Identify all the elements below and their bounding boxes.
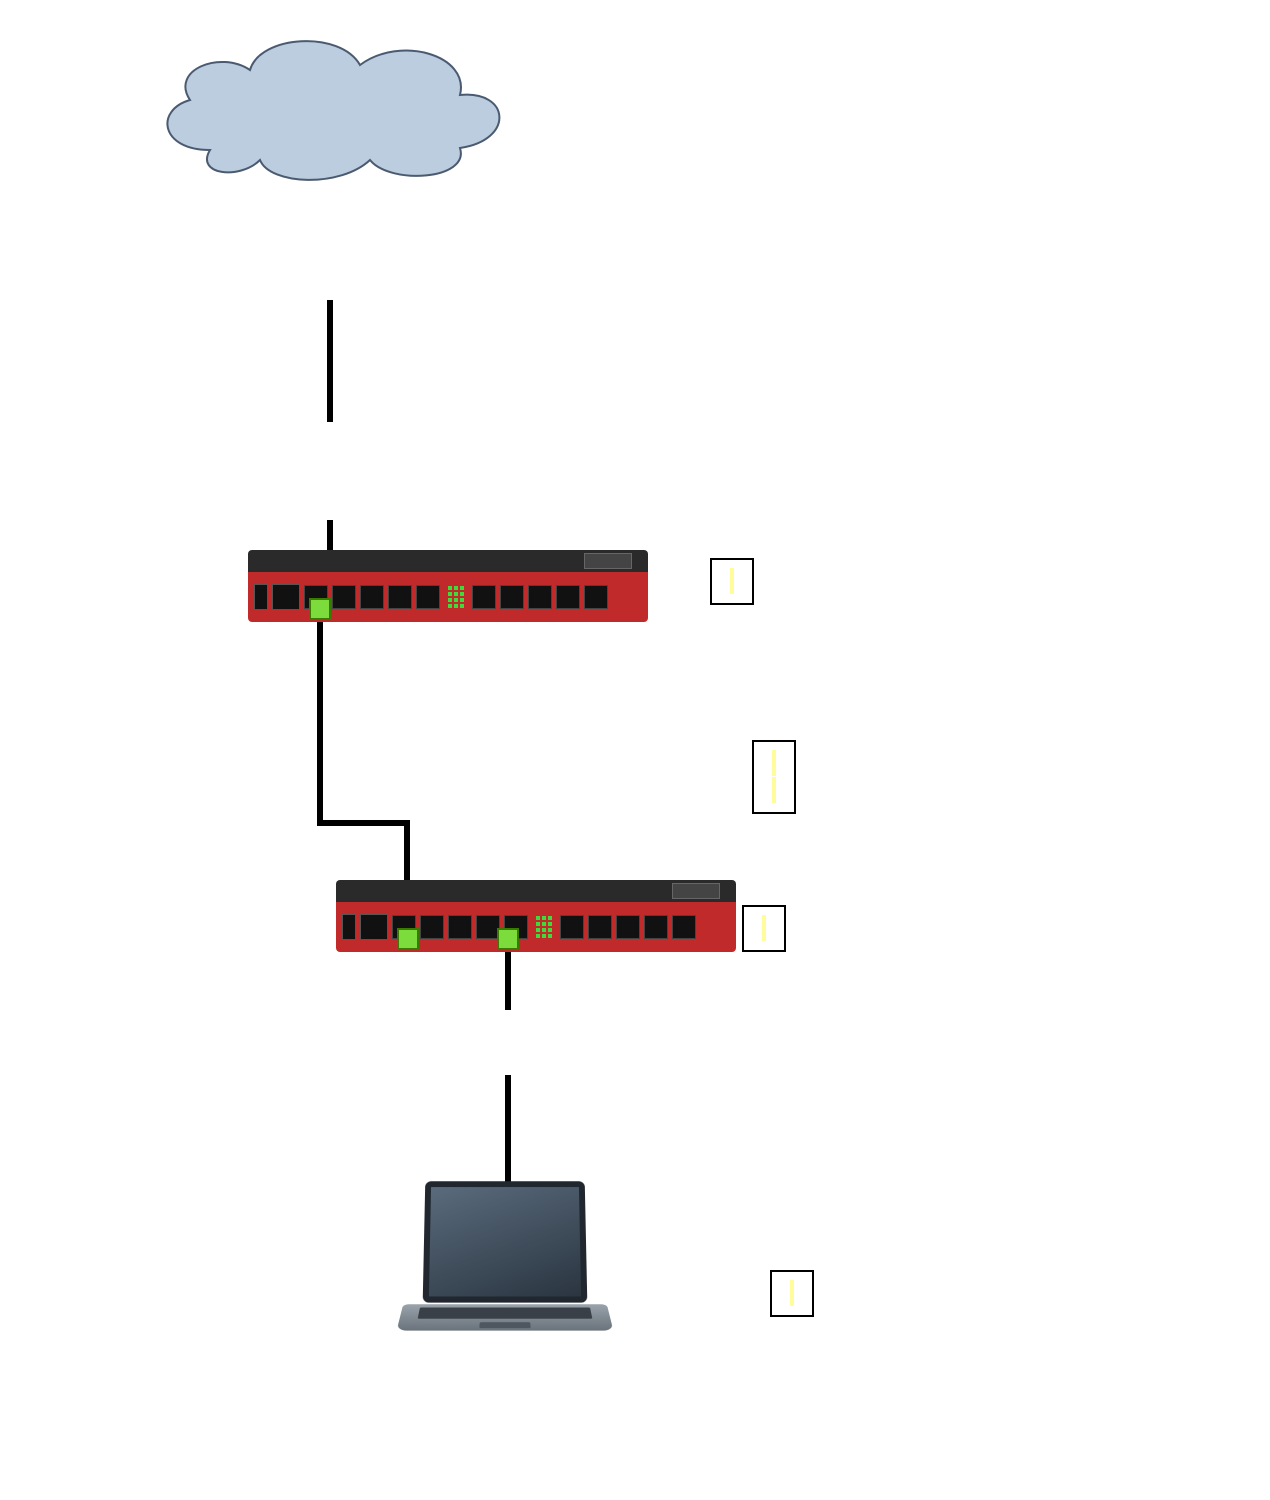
box-rc-text — [762, 915, 766, 941]
box-router-border — [710, 558, 754, 605]
box-asn-1 — [772, 750, 776, 776]
link-r2-ether5-a — [505, 950, 511, 1010]
sfp-label — [165, 420, 505, 474]
diagram-canvas — [0, 0, 1270, 1500]
ether1-bottom-label — [40, 875, 320, 929]
box-laptop — [770, 1270, 814, 1317]
box-router-core — [742, 905, 786, 952]
cloud-icon — [140, 20, 520, 190]
box-lap-text — [790, 1280, 794, 1306]
router1-active-port — [309, 598, 331, 620]
router2-active-port-5 — [497, 928, 519, 950]
laptop-device — [390, 1180, 620, 1370]
link-r2-laptop — [505, 1075, 511, 1195]
box-asn-2 — [772, 777, 776, 803]
box-rb-text — [730, 568, 734, 594]
ether5-label — [345, 1005, 675, 1041]
link-r1-down-v — [317, 620, 323, 820]
laptop-label — [180, 1400, 840, 1436]
box-asn — [752, 740, 796, 814]
router-core — [336, 880, 736, 952]
link-cloud-gateway — [327, 300, 333, 422]
link-r1-down-h — [317, 820, 407, 826]
router-border — [248, 550, 648, 622]
router2-active-port-1 — [397, 928, 419, 950]
ether1-top-label — [14, 640, 246, 694]
gateway-label — [165, 200, 505, 254]
